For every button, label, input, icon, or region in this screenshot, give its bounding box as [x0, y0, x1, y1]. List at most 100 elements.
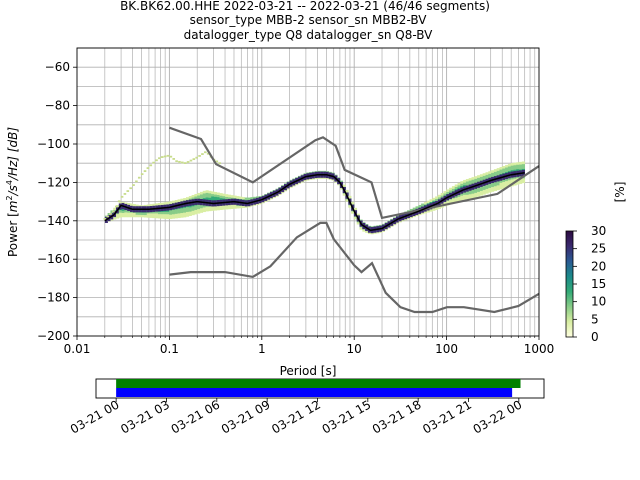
- density-cell: [230, 204, 234, 207]
- density-cell: [485, 190, 489, 194]
- density-cell: [174, 213, 178, 217]
- density-cell: [169, 214, 173, 217]
- density-cell: [152, 210, 156, 214]
- outlier-cell: [126, 190, 130, 192]
- density-cell: [141, 212, 145, 215]
- density-cell: [409, 208, 414, 212]
- density-cell: [468, 182, 472, 186]
- density-cell: [513, 169, 517, 172]
- density-cell: [454, 188, 458, 192]
- y-label-sup-1: 2: [5, 195, 14, 200]
- outlier-cell: [218, 162, 221, 165]
- density-cell: [507, 166, 511, 169]
- density-cell: [149, 204, 153, 207]
- density-cell: [468, 196, 472, 199]
- outlier-cell: [183, 162, 187, 165]
- density-cell: [160, 202, 164, 206]
- density-cell: [236, 205, 240, 209]
- timeline-tick-label: 03-21 09: [219, 397, 273, 436]
- density-cell: [188, 209, 192, 212]
- density-cell: [118, 214, 122, 218]
- density-cell: [124, 209, 128, 213]
- density-cell: [510, 165, 514, 168]
- density-cell: [177, 215, 181, 219]
- density-cell: [491, 174, 495, 178]
- density-cell: [418, 204, 422, 208]
- density-cell: [485, 172, 489, 175]
- density-cell: [507, 163, 511, 167]
- density-cell: [177, 213, 181, 216]
- density-cell: [146, 215, 150, 218]
- density-cell: [149, 213, 153, 216]
- density-cell: [446, 191, 450, 195]
- timeline-tick-label: 03-21 03: [118, 397, 172, 436]
- density-cell: [197, 195, 201, 198]
- density-cell: [132, 204, 136, 207]
- outlier-cell: [175, 160, 178, 163]
- colorbar-ticks: 0 5 10 15 20 25 30: [573, 224, 606, 344]
- density-cell: [353, 207, 358, 211]
- density-cell: [463, 182, 467, 186]
- density-cell: [479, 185, 483, 189]
- density-cell: [342, 184, 346, 188]
- density-cell: [227, 194, 232, 198]
- density-cell: [183, 198, 187, 201]
- density-cell: [155, 210, 159, 214]
- density-cell: [451, 186, 456, 189]
- density-cell: [219, 195, 223, 199]
- x-tick-label: 100: [435, 342, 458, 356]
- density-cell: [180, 198, 184, 202]
- density-cell: [174, 215, 178, 219]
- density-cell: [482, 189, 486, 193]
- density-cell: [183, 214, 187, 218]
- density-cell: [502, 186, 506, 189]
- x-tick-label: 1: [258, 342, 266, 356]
- density-cell: [127, 209, 131, 213]
- density-cell: [507, 170, 511, 174]
- density-cell: [230, 195, 234, 198]
- density-cell: [482, 177, 486, 181]
- density-cell: [457, 185, 461, 188]
- density-cell: [491, 186, 495, 190]
- density-cell: [513, 162, 517, 166]
- density-cell: [507, 168, 511, 172]
- density-cell: [488, 171, 492, 174]
- density-cell: [474, 176, 478, 179]
- outlier-cell: [112, 210, 115, 213]
- density-cell: [250, 197, 254, 200]
- density-cell: [219, 197, 223, 201]
- density-cell: [171, 216, 176, 219]
- density-cell: [351, 201, 355, 205]
- outlier-cell: [117, 200, 121, 203]
- density-cell: [488, 185, 492, 188]
- density-cell: [471, 179, 475, 183]
- density-cell: [118, 212, 122, 216]
- density-cell: [213, 205, 218, 209]
- density-cell: [135, 212, 139, 215]
- density-cell: [202, 209, 206, 213]
- density-cell: [236, 196, 240, 199]
- density-cell: [513, 176, 517, 179]
- density-cell: [216, 205, 220, 209]
- density-cell: [225, 206, 229, 210]
- density-cell: [468, 193, 472, 197]
- density-cell: [197, 211, 201, 214]
- density-cell: [443, 193, 447, 196]
- outlier-cell: [163, 155, 167, 158]
- density-cell: [174, 209, 178, 212]
- density-cell: [135, 214, 139, 218]
- density-cell: [460, 195, 464, 199]
- density-cell: [174, 211, 178, 214]
- density-cell: [443, 201, 447, 205]
- density-cell: [230, 206, 234, 209]
- timeline-tick-label: 03-21 00: [68, 397, 122, 436]
- density-cell: [222, 207, 226, 210]
- outlier-cell: [143, 170, 147, 173]
- density-cell: [205, 197, 209, 200]
- density-cell: [449, 199, 453, 203]
- probability-density-band: [104, 161, 525, 235]
- density-cell: [255, 196, 260, 199]
- density-cell: [188, 213, 192, 216]
- density-cell: [477, 175, 481, 178]
